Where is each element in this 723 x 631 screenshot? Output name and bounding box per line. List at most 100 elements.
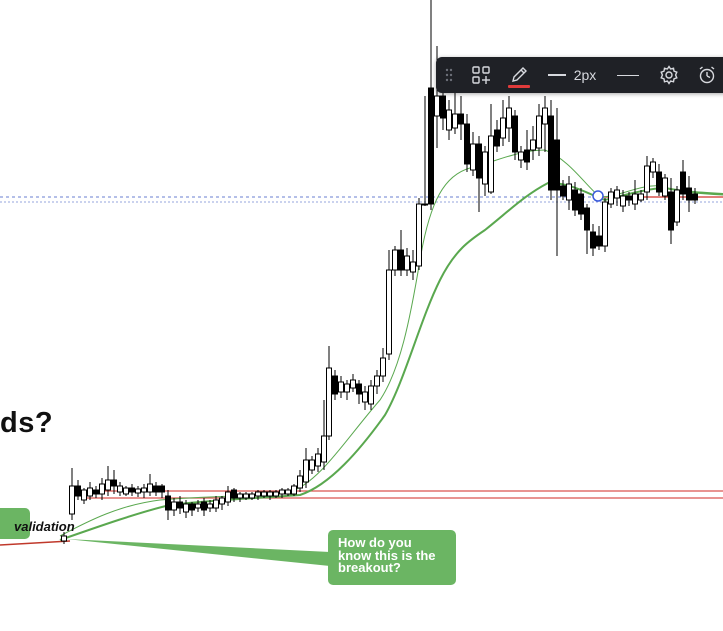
candle-body — [117, 485, 123, 493]
candle-body — [171, 501, 177, 511]
candle-body — [147, 483, 153, 493]
candle-body — [362, 391, 368, 403]
candle-body — [602, 201, 608, 247]
candle-body — [554, 139, 560, 191]
candle-body — [129, 487, 135, 493]
candle-body — [632, 193, 638, 205]
validation-label: validation — [14, 519, 75, 534]
candle-body — [237, 493, 243, 499]
candle-body — [566, 183, 572, 201]
anchor-point[interactable] — [592, 190, 604, 202]
line-style-icon — [617, 74, 639, 76]
candle-body — [105, 479, 111, 491]
candle-body — [195, 503, 201, 509]
candle-body — [542, 107, 548, 125]
candle-body — [219, 497, 225, 505]
candle-body — [548, 115, 554, 191]
breakout-question-callout[interactable]: How do you know this is the breakout? — [328, 530, 456, 585]
candle-body — [255, 491, 261, 497]
candle-body — [81, 489, 87, 501]
validation-line — [0, 540, 71, 546]
candle-body — [452, 113, 458, 129]
heading-fragment: ds? — [0, 407, 54, 439]
candle-body — [596, 235, 602, 247]
line-width-icon — [547, 74, 566, 76]
candle-body — [584, 207, 590, 231]
candle-body — [93, 489, 99, 495]
candle-body — [650, 161, 656, 173]
candle-body — [69, 485, 75, 515]
add-to-favorites-icon — [472, 66, 490, 84]
candle-body — [61, 535, 67, 542]
candle-body — [476, 143, 482, 179]
candle-body — [374, 375, 380, 387]
candle-body — [416, 203, 422, 267]
candle-body — [494, 129, 500, 147]
candle-body — [662, 177, 668, 197]
candle-body — [321, 435, 327, 463]
callout-pointer — [66, 539, 330, 566]
line-width-label: 2px — [573, 67, 597, 83]
candle-body — [680, 171, 686, 195]
validation-callout[interactable] — [0, 508, 30, 539]
candle-body — [500, 117, 506, 139]
candle-body — [668, 191, 674, 231]
candle-body — [315, 453, 321, 467]
candle-body — [674, 189, 680, 223]
drawing-toolbar: 2px — [436, 57, 723, 93]
candle-body — [518, 151, 524, 161]
line-width-button[interactable]: 2px — [538, 57, 606, 93]
candle-body — [386, 269, 392, 355]
candle-body — [338, 381, 344, 393]
candle-body — [446, 109, 452, 131]
line-style-button[interactable] — [606, 57, 650, 93]
candle-body — [344, 383, 350, 393]
candle-body — [620, 195, 626, 207]
candle-body — [153, 485, 159, 493]
candle-body — [231, 489, 237, 499]
candle-body — [506, 107, 512, 129]
candle-body — [267, 491, 273, 497]
candle-body — [560, 185, 566, 197]
candles — [61, 0, 698, 544]
alarm-clock-icon — [699, 66, 715, 84]
candle-body — [440, 95, 446, 119]
candle-body — [470, 143, 476, 171]
candle-body — [608, 191, 614, 205]
candle-body — [165, 495, 171, 511]
candle-body — [225, 491, 231, 503]
candle-body — [201, 501, 207, 511]
candle-body — [536, 115, 542, 149]
candle-body — [524, 149, 530, 163]
candle-body — [350, 379, 356, 389]
candle-body — [285, 489, 291, 495]
candle-body — [189, 503, 195, 511]
candle-body — [392, 249, 398, 271]
candle-body — [141, 487, 147, 493]
candle-body — [578, 193, 584, 215]
candle-body — [482, 151, 488, 185]
candle-body — [458, 113, 464, 125]
candle-body — [530, 139, 536, 151]
drag-handle[interactable] — [436, 57, 462, 93]
add-to-favorites-button[interactable] — [462, 57, 500, 93]
candle-body — [309, 459, 315, 471]
candle-body — [159, 485, 165, 493]
candle-body — [380, 357, 386, 377]
alert-button[interactable] — [688, 57, 723, 93]
settings-button[interactable] — [650, 57, 688, 93]
candle-body — [273, 491, 279, 497]
candle-body — [291, 485, 297, 495]
candle-body — [123, 487, 129, 495]
pencil-icon — [512, 67, 527, 82]
candle-body — [249, 493, 255, 499]
gear-icon — [660, 65, 678, 85]
candle-body — [243, 493, 249, 499]
candle-body — [464, 123, 470, 165]
candle-body — [261, 491, 267, 497]
pencil-color-button[interactable] — [500, 57, 538, 93]
candle-body — [614, 189, 620, 199]
candle-body — [183, 503, 189, 513]
candle-body — [135, 488, 141, 494]
